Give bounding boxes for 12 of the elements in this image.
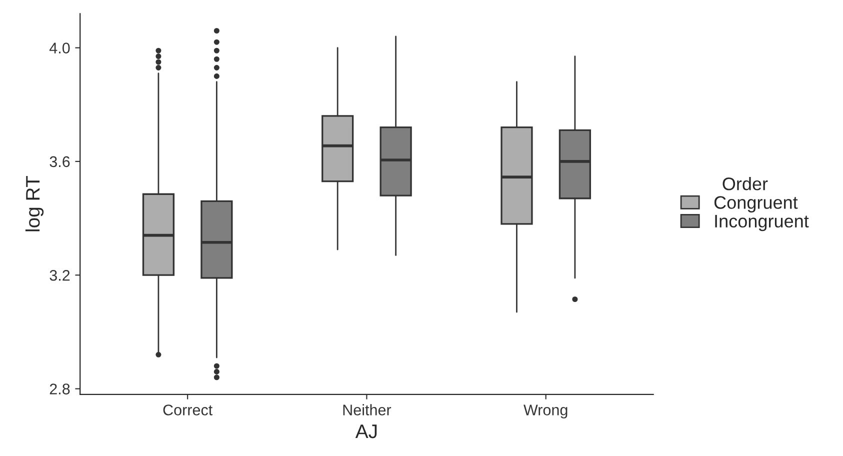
x-tick-label: Neither bbox=[343, 404, 392, 416]
legend-label: Congruent bbox=[714, 196, 798, 212]
x-tick-label: Correct bbox=[163, 404, 212, 416]
legend-title: Order bbox=[722, 177, 768, 190]
x-tick-label: Wrong bbox=[524, 404, 568, 418]
legend-label: Incongruent bbox=[715, 214, 809, 232]
y-tick-label: 3.2 bbox=[50, 270, 70, 281]
y-tick-label: 2.8 bbox=[50, 384, 70, 394]
y-tick-label: 3.6 bbox=[50, 156, 70, 168]
y-axis-title: log RT bbox=[25, 176, 44, 232]
x-axis-title: AJ bbox=[355, 424, 377, 438]
y-tick-label: 4.0 bbox=[49, 42, 70, 54]
